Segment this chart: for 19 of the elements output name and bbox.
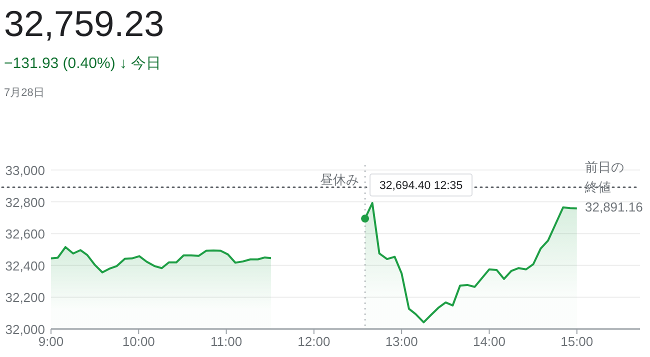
annotation: 32,694.40 12:35 <box>379 180 463 192</box>
x-tick-label: 13:00 <box>385 334 418 349</box>
text: 7月28日 <box>4 87 44 99</box>
y-tick-label: 32,400 <box>5 258 45 274</box>
x-tick-label: 15:00 <box>560 334 594 349</box>
chart-subtitle: −131.93 (0.40%) ↓ 今日 <box>4 55 162 72</box>
chart-title: 32,759.23 <box>4 3 164 44</box>
y-tick-label: 32,200 <box>5 290 45 306</box>
y-tick-label: 32,800 <box>5 194 45 210</box>
x-tick-label: 12:00 <box>298 334 330 349</box>
y-tick-label: 32,000 <box>5 322 45 337</box>
ref-line-label: 昼休み <box>320 172 360 187</box>
x-tick-label: 9:00 <box>38 334 64 349</box>
y-tick-label: 32,600 <box>5 226 45 242</box>
x-tick-label: 14:00 <box>472 334 506 349</box>
x-tick-label: 10:00 <box>122 334 155 349</box>
y-tick-label: 33,000 <box>5 163 45 178</box>
x-tick-label: 11:00 <box>210 334 242 349</box>
ref-line-label: 前日の終値 32,891.16 <box>584 159 643 214</box>
